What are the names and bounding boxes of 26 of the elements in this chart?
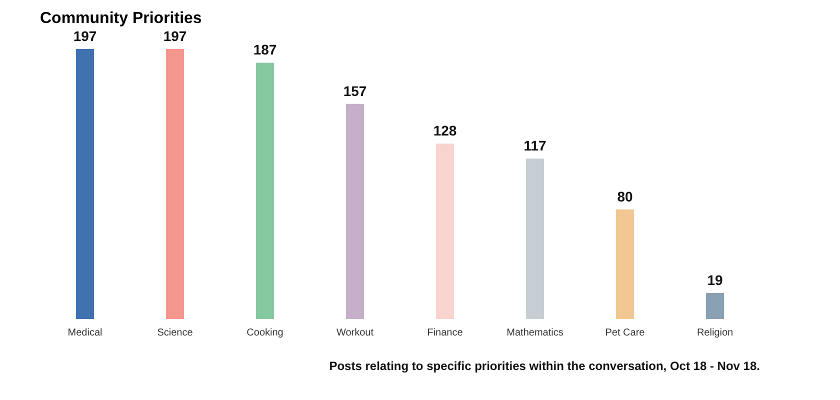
- bar: [256, 62, 274, 319]
- data-label: 80: [617, 188, 633, 204]
- data-label: 187: [253, 42, 277, 58]
- bar: [436, 144, 454, 319]
- text: Posts relating to specific priorities within the conversation, Oct 18 - Nov 18.: [329, 359, 760, 373]
- x-tick-label: Religion: [696, 328, 734, 338]
- x-tick-label: Medical: [68, 328, 102, 338]
- data-label: 157: [343, 82, 367, 99]
- x-tick-label: Cooking: [246, 328, 284, 338]
- chart-title: Community Priorities: [40, 10, 202, 27]
- x-tick-label: Workout: [336, 328, 374, 338]
- data-label: 117: [524, 138, 547, 154]
- bar: [166, 49, 184, 319]
- bar: [346, 104, 364, 319]
- x-tick-label: Science: [157, 328, 194, 338]
- bar: [526, 158, 544, 319]
- bar: [616, 209, 634, 319]
- data-label: 19: [707, 272, 723, 288]
- data-label: 197: [73, 28, 97, 44]
- x-tick-label: Pet Care: [605, 328, 646, 338]
- data-label: 197: [163, 28, 187, 44]
- bar: [706, 292, 724, 319]
- x-tick-label: Mathematics: [506, 328, 564, 338]
- data-label: 128: [433, 122, 457, 139]
- x-tick-label: Finance: [427, 328, 464, 338]
- bar: [76, 49, 94, 319]
